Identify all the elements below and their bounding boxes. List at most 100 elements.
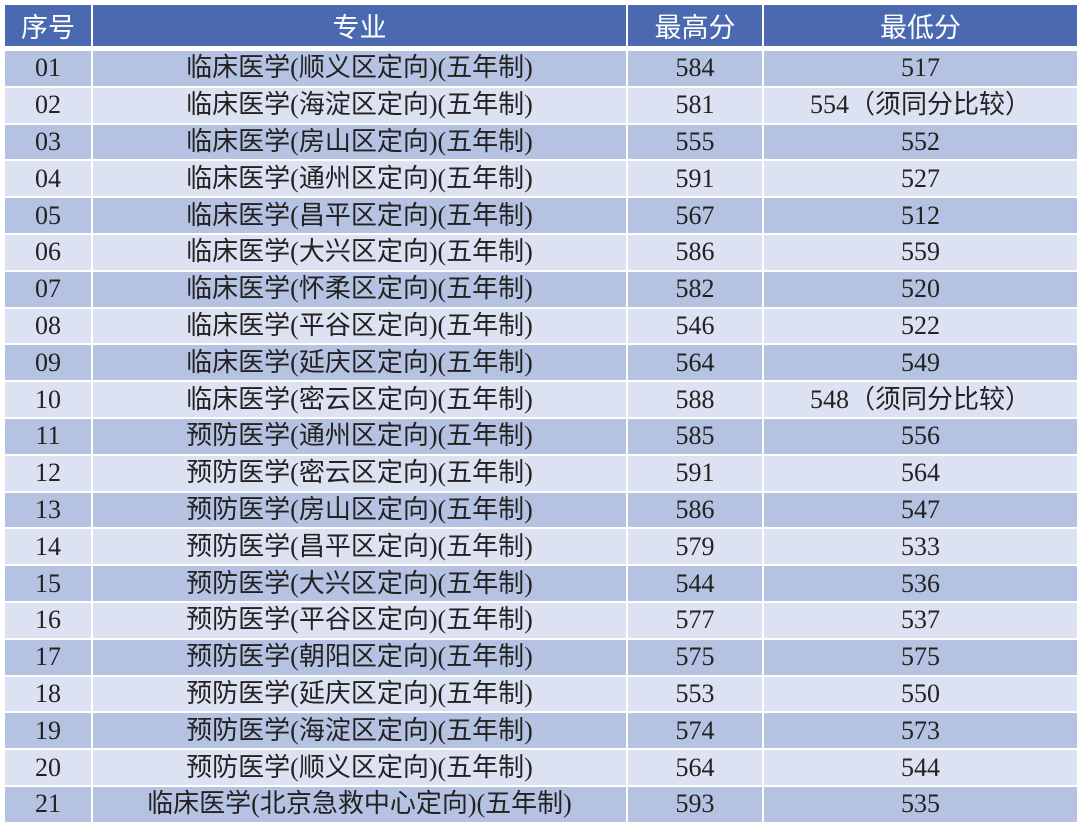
cell-min-score: 537 [764, 602, 1077, 638]
cell-major: 临床医学(怀柔区定向)(五年制) [93, 271, 626, 307]
cell-max-score: 544 [628, 566, 762, 601]
cell-max-score: 588 [628, 382, 762, 417]
cell-min-score: 556 [764, 418, 1077, 454]
cell-index: 13 [5, 492, 91, 528]
cell-min-score: 549 [764, 345, 1077, 381]
cell-index: 07 [5, 271, 91, 307]
cell-major: 临床医学(北京急救中心定向)(五年制) [93, 786, 626, 822]
header-index: 序号 [5, 5, 91, 49]
table-row: 18 预防医学(延庆区定向)(五年制) 553 550 [5, 676, 1077, 712]
table-row: 09 临床医学(延庆区定向)(五年制) 564 549 [5, 345, 1077, 381]
cell-min-score: 573 [764, 713, 1077, 749]
table-row: 13 预防医学(房山区定向)(五年制) 586 547 [5, 492, 1077, 528]
cell-min-score: 564 [764, 455, 1077, 491]
cell-max-score: 593 [628, 786, 762, 822]
cell-min-score: 547 [764, 492, 1077, 528]
table-row: 19 预防医学(海淀区定向)(五年制) 574 573 [5, 713, 1077, 749]
cell-min-score: 575 [764, 639, 1077, 675]
cell-max-score: 579 [628, 529, 762, 565]
cell-index: 21 [5, 786, 91, 822]
cell-major: 临床医学(延庆区定向)(五年制) [93, 345, 626, 381]
cell-min-score: 522 [764, 308, 1077, 344]
cell-major: 预防医学(朝阳区定向)(五年制) [93, 639, 626, 675]
cell-major: 预防医学(昌平区定向)(五年制) [93, 529, 626, 565]
cell-max-score: 582 [628, 271, 762, 307]
cell-major: 预防医学(平谷区定向)(五年制) [93, 602, 626, 638]
cell-major: 预防医学(延庆区定向)(五年制) [93, 676, 626, 712]
table-row: 01 临床医学(顺义区定向)(五年制) 584 517 [5, 51, 1077, 86]
cell-major: 临床医学(通州区定向)(五年制) [93, 161, 626, 197]
table-row: 16 预防医学(平谷区定向)(五年制) 577 537 [5, 602, 1077, 638]
cell-max-score: 577 [628, 602, 762, 638]
cell-index: 15 [5, 566, 91, 601]
table-row: 17 预防医学(朝阳区定向)(五年制) 575 575 [5, 639, 1077, 675]
cell-max-score: 584 [628, 51, 762, 86]
cell-max-score: 553 [628, 676, 762, 712]
table-row: 02 临床医学(海淀区定向)(五年制) 581 554（须同分比较） [5, 87, 1077, 123]
cell-major: 预防医学(房山区定向)(五年制) [93, 492, 626, 528]
cell-index: 16 [5, 602, 91, 638]
table-row: 10 临床医学(密云区定向)(五年制) 588 548（须同分比较） [5, 382, 1077, 417]
header-max-score: 最高分 [628, 5, 762, 49]
table-row: 08 临床医学(平谷区定向)(五年制) 546 522 [5, 308, 1077, 344]
cell-major: 临床医学(顺义区定向)(五年制) [93, 51, 626, 86]
cell-min-score: 550 [764, 676, 1077, 712]
table-row: 03 临床医学(房山区定向)(五年制) 555 552 [5, 124, 1077, 160]
cell-max-score: 586 [628, 492, 762, 528]
table-row: 15 预防医学(大兴区定向)(五年制) 544 536 [5, 566, 1077, 601]
table-row: 11 预防医学(通州区定向)(五年制) 585 556 [5, 418, 1077, 454]
cell-index: 19 [5, 713, 91, 749]
cell-major: 临床医学(大兴区定向)(五年制) [93, 234, 626, 270]
cell-index: 09 [5, 345, 91, 381]
cell-min-score: 559 [764, 234, 1077, 270]
table-row: 14 预防医学(昌平区定向)(五年制) 579 533 [5, 529, 1077, 565]
table-row: 20 预防医学(顺义区定向)(五年制) 564 544 [5, 750, 1077, 785]
cell-max-score: 567 [628, 198, 762, 233]
cell-major: 预防医学(海淀区定向)(五年制) [93, 713, 626, 749]
cell-index: 06 [5, 234, 91, 270]
cell-max-score: 586 [628, 234, 762, 270]
cell-min-score: 533 [764, 529, 1077, 565]
cell-max-score: 585 [628, 418, 762, 454]
cell-index: 20 [5, 750, 91, 785]
cell-major: 临床医学(平谷区定向)(五年制) [93, 308, 626, 344]
table-row: 06 临床医学(大兴区定向)(五年制) 586 559 [5, 234, 1077, 270]
cell-min-score: 548（须同分比较） [764, 382, 1077, 417]
cell-min-score: 535 [764, 786, 1077, 822]
cell-major: 临床医学(房山区定向)(五年制) [93, 124, 626, 160]
cell-major: 预防医学(大兴区定向)(五年制) [93, 566, 626, 601]
cell-major: 临床医学(密云区定向)(五年制) [93, 382, 626, 417]
cell-major: 临床医学(海淀区定向)(五年制) [93, 87, 626, 123]
cell-max-score: 574 [628, 713, 762, 749]
cell-min-score: 552 [764, 124, 1077, 160]
cell-index: 08 [5, 308, 91, 344]
cell-index: 18 [5, 676, 91, 712]
header-major: 专业 [93, 5, 626, 49]
cell-min-score: 517 [764, 51, 1077, 86]
cell-index: 14 [5, 529, 91, 565]
table-row: 21 临床医学(北京急救中心定向)(五年制) 593 535 [5, 786, 1077, 822]
cell-index: 10 [5, 382, 91, 417]
cell-min-score: 512 [764, 198, 1077, 233]
cell-max-score: 564 [628, 750, 762, 785]
cell-major: 临床医学(昌平区定向)(五年制) [93, 198, 626, 233]
cell-max-score: 564 [628, 345, 762, 381]
cell-index: 11 [5, 418, 91, 454]
cell-max-score: 591 [628, 161, 762, 197]
header-row: 序号 专业 最高分 最低分 [5, 5, 1077, 49]
cell-major: 预防医学(密云区定向)(五年制) [93, 455, 626, 491]
cell-index: 12 [5, 455, 91, 491]
cell-index: 17 [5, 639, 91, 675]
cell-max-score: 546 [628, 308, 762, 344]
cell-min-score: 544 [764, 750, 1077, 785]
cell-min-score: 527 [764, 161, 1077, 197]
cell-max-score: 575 [628, 639, 762, 675]
cell-min-score: 536 [764, 566, 1077, 601]
score-table: 序号 专业 最高分 最低分 01 临床医学(顺义区定向)(五年制) 584 517 02… [3, 3, 1079, 824]
cell-index: 04 [5, 161, 91, 197]
cell-min-score: 520 [764, 271, 1077, 307]
cell-major: 预防医学(通州区定向)(五年制) [93, 418, 626, 454]
cell-index: 02 [5, 87, 91, 123]
cell-index: 01 [5, 51, 91, 86]
table-row: 05 临床医学(昌平区定向)(五年制) 567 512 [5, 198, 1077, 233]
